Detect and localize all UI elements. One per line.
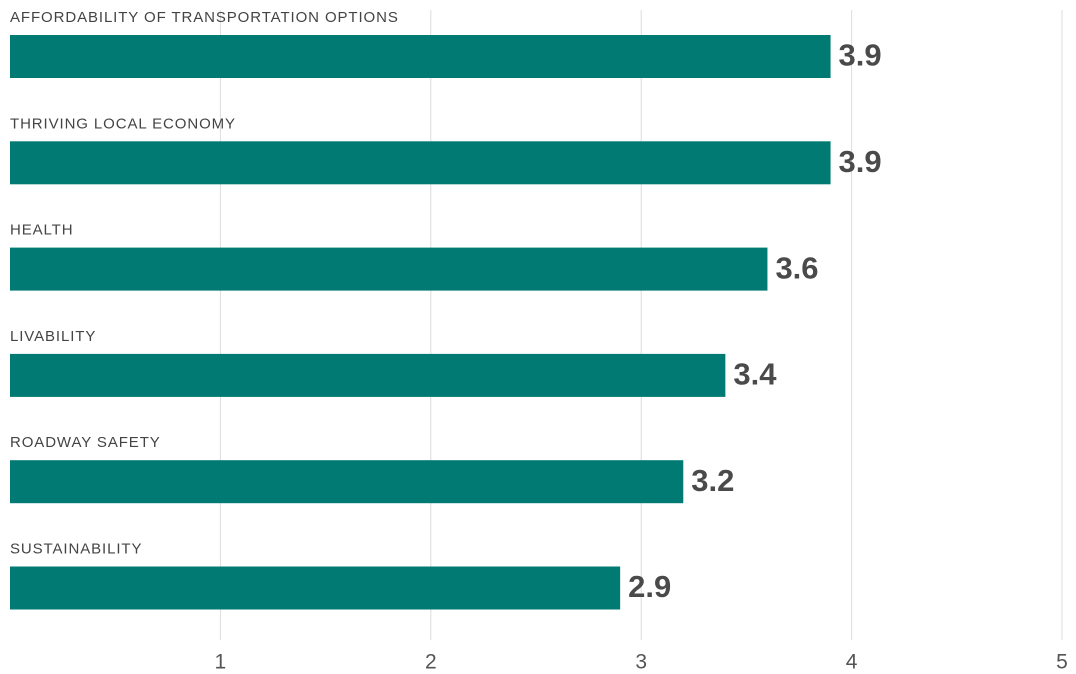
value-label: 2.9 bbox=[628, 569, 671, 604]
value-label: 3.9 bbox=[839, 144, 882, 179]
category-label: AFFORDABILITY OF TRANSPORTATION OPTIONS bbox=[10, 9, 399, 26]
category-label: HEALTH bbox=[10, 222, 73, 239]
bar bbox=[10, 566, 621, 610]
bar bbox=[10, 141, 831, 185]
bar bbox=[10, 460, 684, 504]
bar bbox=[10, 353, 726, 397]
x-tick-label: 4 bbox=[846, 651, 858, 674]
category-label: ROADWAY SAFETY bbox=[10, 434, 161, 451]
category-label: THRIVING LOCAL ECONOMY bbox=[10, 115, 236, 132]
x-tick-label: 3 bbox=[635, 651, 647, 674]
value-label: 3.2 bbox=[691, 463, 734, 498]
x-tick-label: 1 bbox=[215, 651, 227, 674]
value-label: 3.4 bbox=[733, 357, 777, 392]
value-label: 3.6 bbox=[775, 250, 818, 285]
value-label: 3.9 bbox=[839, 38, 882, 73]
category-label: SUSTAINABILITY bbox=[10, 540, 142, 557]
x-tick-label: 5 bbox=[1056, 651, 1068, 674]
bar bbox=[10, 247, 768, 291]
bar bbox=[10, 35, 831, 78]
category-label: LIVABILITY bbox=[10, 328, 96, 345]
x-tick-label: 2 bbox=[425, 651, 437, 674]
